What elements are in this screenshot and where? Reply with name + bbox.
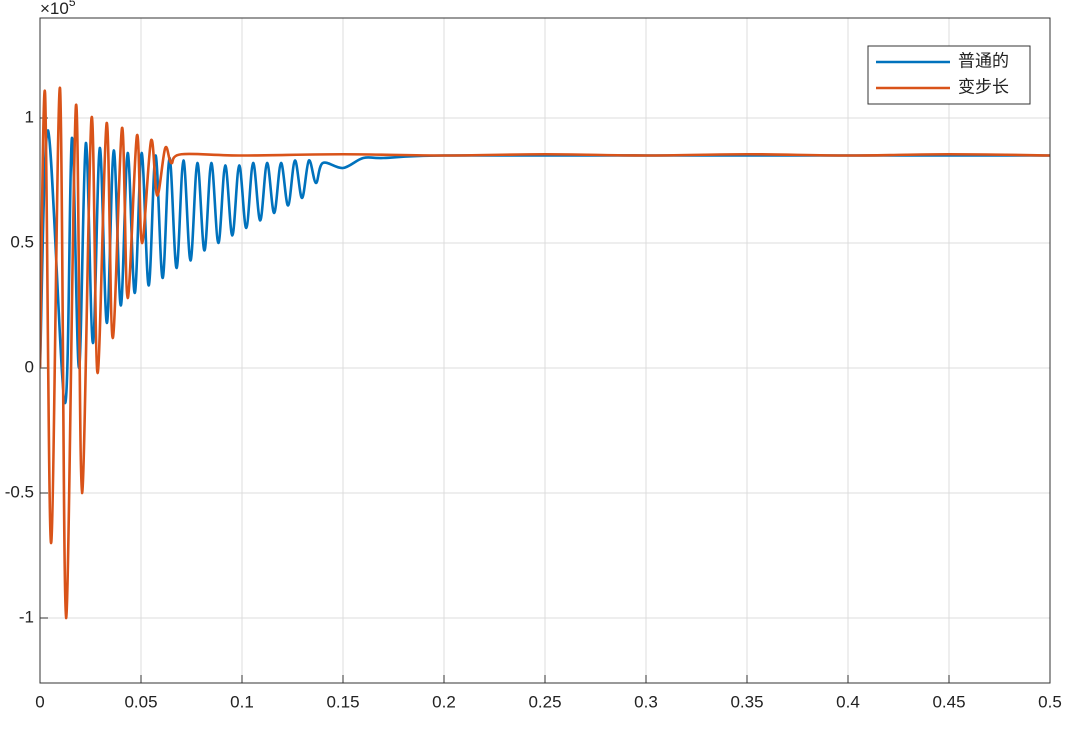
y-tick-label: 1 [25, 107, 34, 126]
x-tick-label: 0.4 [836, 692, 860, 711]
y-tick-label: 0.5 [10, 232, 34, 251]
y-tick-label: 0 [25, 357, 34, 376]
x-tick-label: 0 [35, 692, 44, 711]
legend-box [867, 45, 1031, 105]
x-tick-label: 0.2 [432, 692, 456, 711]
exponent-power: 5 [69, 0, 76, 9]
x-tick-label: 0.15 [326, 692, 359, 711]
x-tick-label: 0.1 [230, 692, 254, 711]
x-tick-label: 0.45 [932, 692, 965, 711]
x-tick-label: 0.3 [634, 692, 658, 711]
legend-label: 变步长 [958, 77, 1009, 96]
series-line [40, 86, 1050, 620]
x-tick-label: 0.35 [730, 692, 763, 711]
legend-label: 普通的 [958, 51, 1009, 70]
y-tick-label: -1 [19, 607, 34, 626]
exponent-base: ×10 [40, 0, 69, 18]
y-tick-label: -0.5 [5, 482, 34, 501]
x-tick-label: 0.5 [1038, 692, 1062, 711]
y-exponent: ×105 [40, 0, 76, 18]
x-tick-label: 0.25 [528, 692, 561, 711]
series-line [40, 129, 1050, 405]
x-tick-label: 0.05 [124, 692, 157, 711]
plot-frame [39, 17, 1051, 684]
